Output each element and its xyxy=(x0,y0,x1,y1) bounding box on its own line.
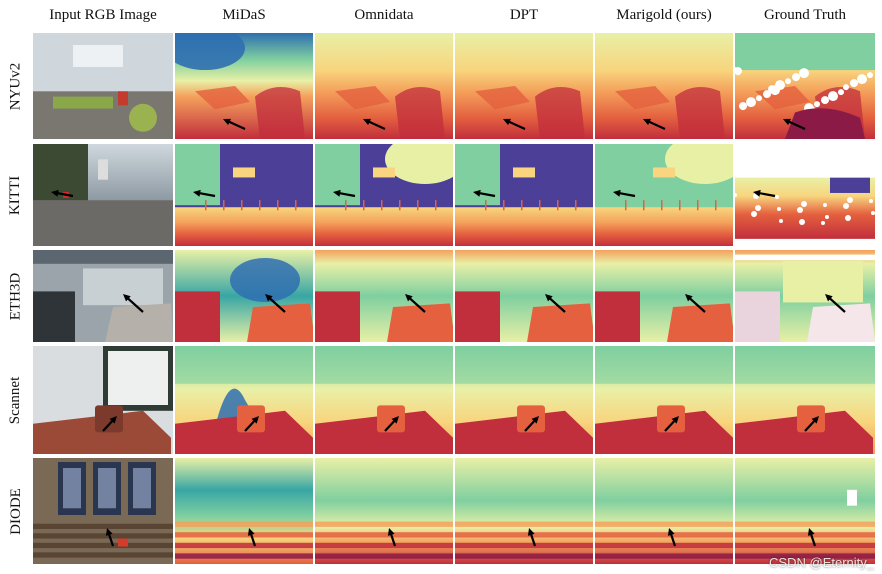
cell-nyuv2-ground-truth xyxy=(735,33,875,139)
cell-kitti-midas xyxy=(175,144,313,246)
cell-eth3d-input xyxy=(33,250,173,342)
column-header-midas: MiDaS xyxy=(222,7,266,23)
cell-kitti-omnidata xyxy=(315,144,453,246)
cell-diode-dpt xyxy=(455,458,593,564)
row-label-diode: DIODE xyxy=(7,487,24,535)
cell-scannet-omnidata xyxy=(315,346,453,454)
cell-nyuv2-marigold xyxy=(595,33,733,139)
cell-diode-ground-truth xyxy=(735,458,875,564)
cell-scannet-dpt xyxy=(455,346,593,454)
row-label-nyuv2: NYUv2 xyxy=(7,62,24,110)
cell-eth3d-omnidata xyxy=(315,250,453,342)
cell-diode-marigold xyxy=(595,458,733,564)
cell-diode-midas xyxy=(175,458,313,564)
cell-scannet-input xyxy=(33,346,173,454)
column-header-dpt: DPT xyxy=(509,7,539,23)
cell-eth3d-dpt xyxy=(455,250,593,342)
cell-nyuv2-omnidata xyxy=(315,33,453,139)
column-header-input: Input RGB Image xyxy=(49,7,157,23)
column-header-marigold: Marigold (ours) xyxy=(616,7,712,23)
cell-kitti-marigold xyxy=(595,144,733,246)
row-label-scannet: Scannet xyxy=(7,376,24,424)
cell-diode-input xyxy=(33,458,173,564)
cell-kitti-ground-truth xyxy=(735,144,875,246)
row-label-kitti: KITTI xyxy=(7,175,24,215)
column-header-omnidata: Omnidata xyxy=(354,7,414,23)
cell-eth3d-ground-truth xyxy=(735,250,875,342)
cell-eth3d-marigold xyxy=(595,250,733,342)
cell-nyuv2-dpt xyxy=(455,33,593,139)
row-label-eth3d: ETH3D xyxy=(7,272,24,320)
cell-scannet-ground-truth xyxy=(735,346,875,454)
cell-kitti-input xyxy=(33,144,173,246)
cell-nyuv2-input xyxy=(33,33,173,139)
cell-diode-omnidata xyxy=(315,458,453,564)
watermark: CSDN @Eternity_ xyxy=(769,555,874,570)
cell-nyuv2-midas xyxy=(175,33,313,139)
cell-kitti-dpt xyxy=(455,144,593,246)
cell-scannet-marigold xyxy=(595,346,733,454)
cell-eth3d-midas xyxy=(175,250,313,342)
cell-scannet-midas xyxy=(175,346,313,454)
column-header-ground-truth: Ground Truth xyxy=(763,7,847,23)
